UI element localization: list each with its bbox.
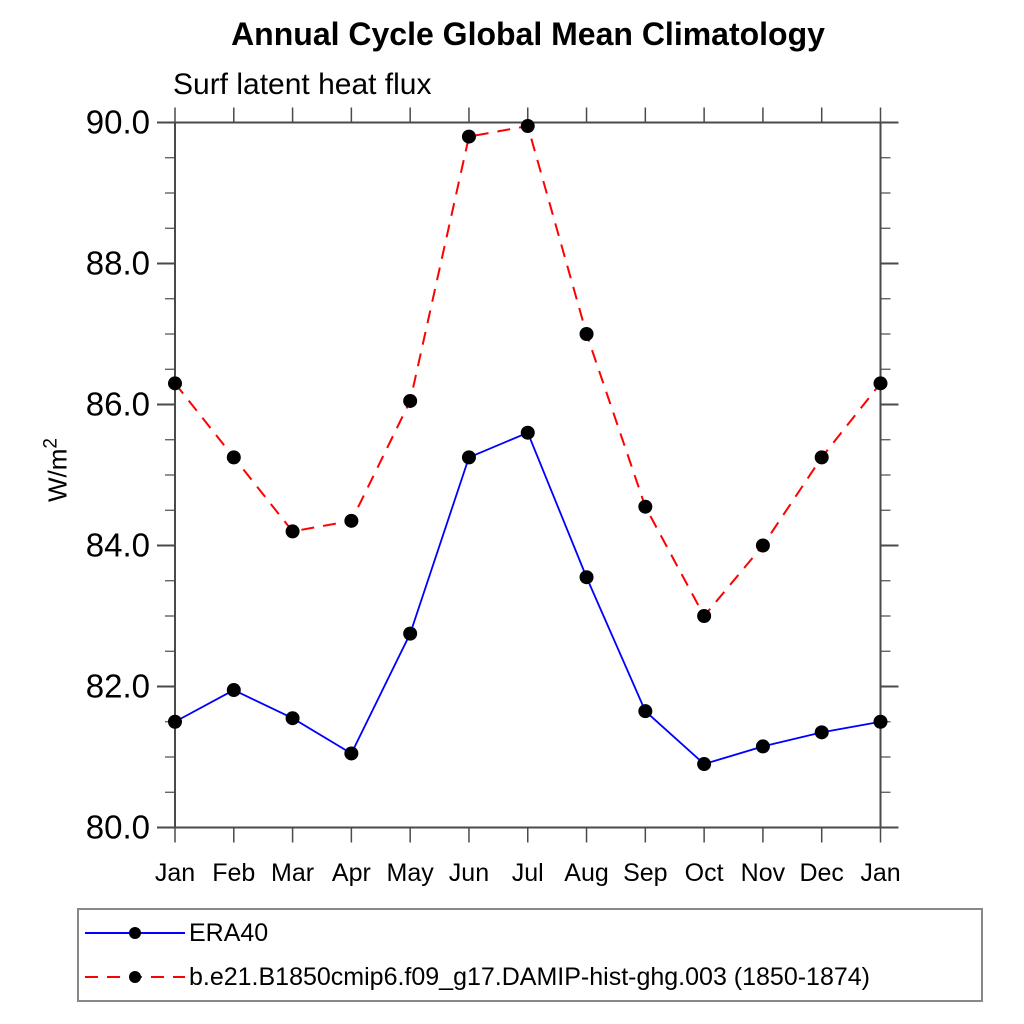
y-tick-label: 82.0 xyxy=(86,668,150,705)
series-line-0 xyxy=(174,431,881,766)
data-point-marker xyxy=(226,450,241,465)
data-point-marker xyxy=(403,626,418,641)
data-point-marker xyxy=(814,725,829,740)
x-tick-label: Nov xyxy=(741,859,786,887)
data-point-marker xyxy=(226,683,241,698)
data-point-marker xyxy=(873,714,888,729)
x-tick-label: Jan xyxy=(860,859,900,887)
data-point-marker xyxy=(814,450,829,465)
legend-box: ERA40 b.e21.B1850cmip6.f09_g17.DAMIP-his… xyxy=(77,908,983,1002)
data-point-marker xyxy=(697,609,712,623)
data-point-marker xyxy=(403,393,418,408)
y-tick-label: 88.0 xyxy=(86,245,150,282)
x-tick-label: Oct xyxy=(685,859,724,887)
data-point-marker xyxy=(873,376,888,391)
x-tick-label: Mar xyxy=(271,859,314,887)
legend-sample-marker xyxy=(129,971,141,983)
legend-item-era40: ERA40 xyxy=(83,911,981,955)
y-tick-label: 90.0 xyxy=(86,104,150,141)
data-point-marker xyxy=(520,119,535,134)
x-tick-label: Jan xyxy=(155,859,195,887)
data-point-marker xyxy=(285,524,300,539)
data-point-marker xyxy=(697,757,712,772)
chart-subtitle: Surf latent heat flux xyxy=(173,68,432,101)
data-point-marker xyxy=(755,538,770,553)
chart-title: Annual Cycle Global Mean Climatology xyxy=(231,16,825,52)
x-tick-label: Feb xyxy=(212,859,255,887)
data-point-marker xyxy=(168,376,182,391)
x-tick-label: Aug xyxy=(564,859,608,887)
x-tick-label: Jun xyxy=(449,859,489,887)
data-point-marker xyxy=(638,499,653,514)
data-point-marker xyxy=(461,450,476,465)
data-point-marker xyxy=(579,327,594,341)
legend-line-sample-solid xyxy=(85,927,185,939)
data-point-marker xyxy=(461,129,476,144)
x-tick-label: Apr xyxy=(332,859,371,887)
series-line-1 xyxy=(174,124,882,618)
x-tick-label: Dec xyxy=(799,859,843,887)
data-point-marker xyxy=(755,739,770,754)
x-tick-label: Jul xyxy=(512,859,544,887)
y-tick-label: 86.0 xyxy=(86,386,150,423)
data-point-marker xyxy=(520,425,535,440)
data-point-marker xyxy=(285,711,300,726)
legend-sample-marker xyxy=(129,927,141,939)
data-point-marker xyxy=(579,570,594,585)
x-tick-label: May xyxy=(387,859,435,887)
y-tick-label: 84.0 xyxy=(86,527,150,564)
y-tick-label: 80.0 xyxy=(86,809,150,846)
data-point-marker xyxy=(344,746,359,761)
legend-label: b.e21.B1850cmip6.f09_g17.DAMIP-hist-ghg.… xyxy=(189,962,870,991)
legend-line-sample-dashed xyxy=(85,971,185,983)
legend-label: ERA40 xyxy=(189,918,269,947)
x-tick-label: Sep xyxy=(623,859,667,887)
data-point-marker xyxy=(344,513,359,528)
data-point-marker xyxy=(638,704,653,719)
plot-frame xyxy=(174,121,882,829)
data-point-marker xyxy=(168,714,182,729)
legend-item-model: b.e21.B1850cmip6.f09_g17.DAMIP-hist-ghg.… xyxy=(83,955,981,999)
